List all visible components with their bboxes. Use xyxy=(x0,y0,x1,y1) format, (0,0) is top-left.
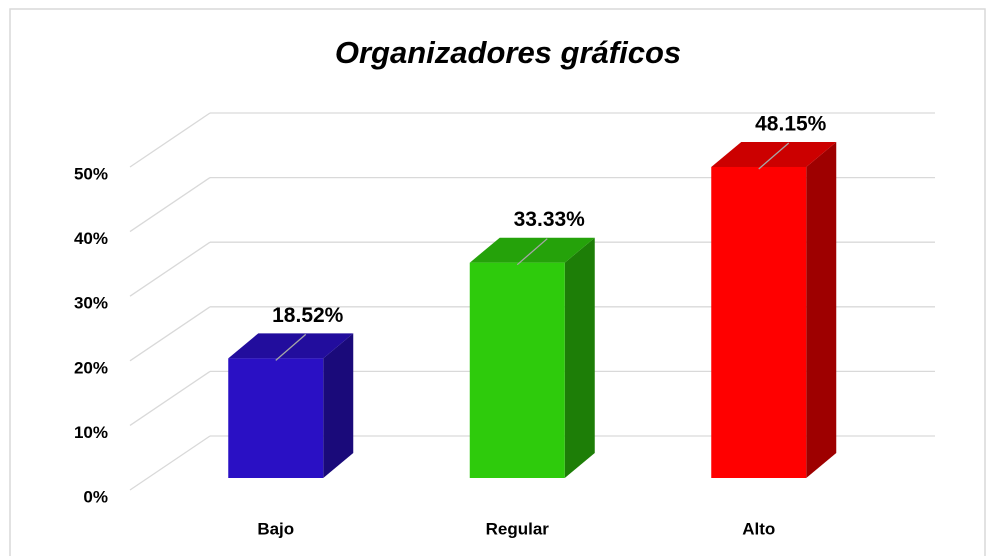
x-tick-label: Alto xyxy=(742,519,775,538)
bar-side xyxy=(564,237,595,478)
bar xyxy=(228,358,324,478)
grid-line xyxy=(129,112,211,168)
bar-top xyxy=(469,237,595,263)
y-tick-label: 0% xyxy=(83,487,108,506)
bar xyxy=(711,166,807,479)
bar-top xyxy=(228,333,354,359)
y-tick-label: 20% xyxy=(74,358,108,377)
grid-line xyxy=(129,177,211,233)
bar-side xyxy=(806,141,837,479)
label-leader xyxy=(516,238,548,266)
y-tick-label: 40% xyxy=(74,229,108,248)
x-tick-label: Bajo xyxy=(257,519,294,538)
y-tick-label: 30% xyxy=(74,294,108,313)
value-label: 48.15% xyxy=(755,112,827,135)
chart-title: Organizadores gráficos xyxy=(335,35,681,70)
grid-line xyxy=(129,370,211,426)
value-label: 33.33% xyxy=(514,208,586,231)
value-label: 18.52% xyxy=(272,304,344,327)
bar-side xyxy=(323,333,354,478)
grid-line xyxy=(129,306,211,362)
x-tick-label: Regular xyxy=(486,519,550,538)
y-tick-label: 50% xyxy=(74,164,108,183)
y-tick-label: 10% xyxy=(74,423,108,442)
bar xyxy=(469,262,565,478)
grid-line xyxy=(129,241,211,297)
grid-line xyxy=(129,435,211,491)
bar-top xyxy=(711,141,837,167)
label-leader xyxy=(758,142,790,170)
label-leader xyxy=(275,333,307,361)
